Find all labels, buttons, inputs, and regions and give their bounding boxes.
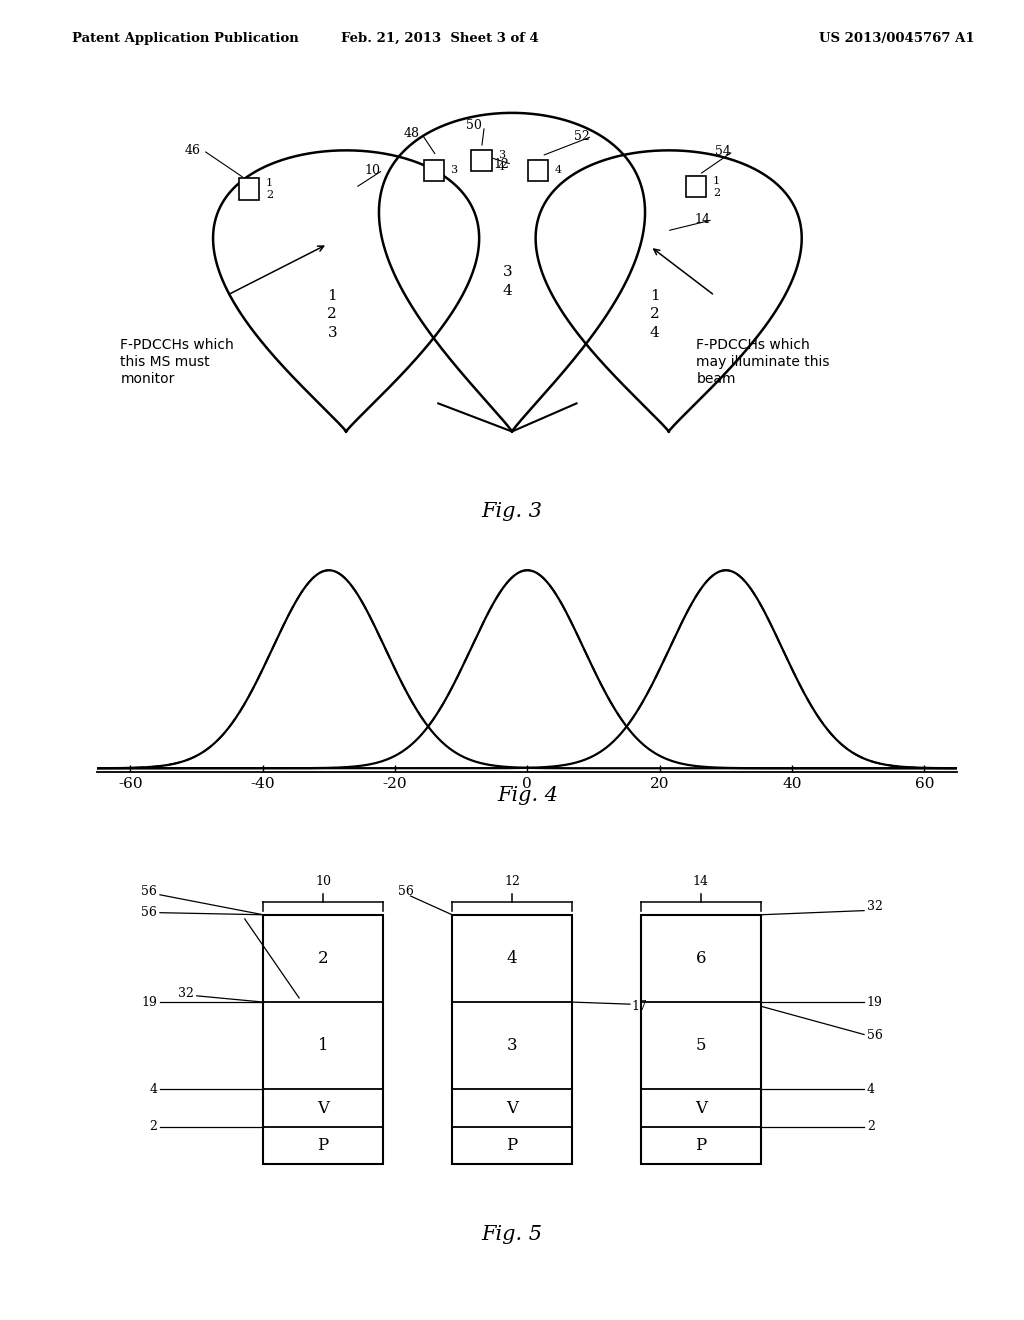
Text: F-PDCCHs which
may illuminate this
beam: F-PDCCHs which may illuminate this beam (696, 338, 829, 387)
Text: 1
2: 1 2 (266, 178, 273, 201)
Text: 17: 17 (632, 999, 648, 1012)
Text: 6: 6 (695, 950, 707, 968)
Text: P: P (507, 1137, 517, 1154)
Text: 46: 46 (184, 144, 201, 157)
Text: V: V (506, 1100, 518, 1117)
Text: 19: 19 (866, 995, 883, 1008)
Text: 10: 10 (315, 875, 331, 888)
Bar (527, 160, 548, 181)
Text: 56: 56 (866, 1028, 883, 1041)
Text: P: P (317, 1137, 329, 1154)
Text: 19: 19 (141, 995, 158, 1008)
Text: 12: 12 (504, 875, 520, 888)
Text: 4: 4 (866, 1082, 874, 1096)
Text: US 2013/0045767 A1: US 2013/0045767 A1 (819, 32, 975, 45)
Text: 2: 2 (866, 1121, 874, 1134)
Text: 3
4: 3 4 (503, 265, 512, 298)
Bar (240, 178, 259, 199)
Text: 3: 3 (507, 1038, 517, 1055)
Text: 56: 56 (141, 886, 158, 899)
Text: 54: 54 (715, 145, 731, 158)
Text: 1
2: 1 2 (713, 176, 720, 198)
Text: 50: 50 (466, 120, 482, 132)
Text: 3: 3 (451, 165, 458, 176)
Text: P: P (695, 1137, 707, 1154)
Text: 48: 48 (403, 128, 419, 140)
Text: 52: 52 (573, 129, 590, 143)
Bar (641, 915, 761, 1164)
Text: 14: 14 (694, 214, 711, 226)
Text: 4: 4 (507, 950, 517, 968)
Bar (263, 915, 383, 1164)
Text: F-PDCCHs which
this MS must
monitor: F-PDCCHs which this MS must monitor (121, 338, 234, 387)
Text: V: V (317, 1100, 329, 1117)
Text: 1
2
3: 1 2 3 (328, 289, 337, 339)
Bar (471, 150, 492, 172)
Text: Fig. 5: Fig. 5 (481, 1225, 543, 1245)
Text: 1
2
4: 1 2 4 (650, 289, 659, 339)
Text: 12: 12 (494, 158, 510, 170)
Text: V: V (695, 1100, 707, 1117)
Text: 56: 56 (141, 907, 158, 919)
Text: 32: 32 (866, 900, 883, 913)
Text: 4: 4 (554, 165, 561, 176)
Bar (424, 160, 443, 181)
Text: Fig. 3: Fig. 3 (481, 502, 543, 520)
Text: 1: 1 (317, 1038, 329, 1055)
Text: 2: 2 (317, 950, 329, 968)
Text: 3
4: 3 4 (499, 150, 505, 172)
Text: 10: 10 (365, 164, 381, 177)
Bar (453, 915, 571, 1164)
Text: Feb. 21, 2013  Sheet 3 of 4: Feb. 21, 2013 Sheet 3 of 4 (341, 32, 540, 45)
Bar (686, 176, 707, 197)
Text: 14: 14 (693, 875, 709, 888)
Text: Fig. 4: Fig. 4 (497, 787, 558, 805)
Text: Patent Application Publication: Patent Application Publication (72, 32, 298, 45)
Text: 5: 5 (695, 1038, 707, 1055)
Text: 2: 2 (150, 1121, 158, 1134)
Text: 56: 56 (398, 886, 414, 899)
Text: 32: 32 (178, 987, 195, 1001)
Text: 4: 4 (150, 1082, 158, 1096)
